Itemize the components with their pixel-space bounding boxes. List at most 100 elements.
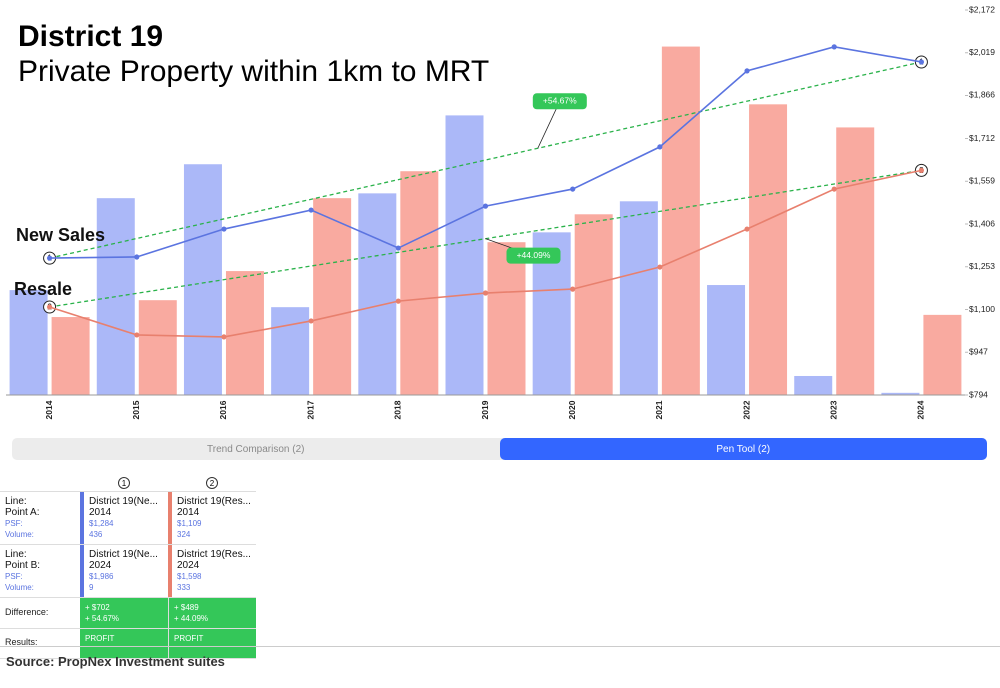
bar xyxy=(881,392,920,395)
y2-tick-label: $1,712 xyxy=(969,133,995,143)
bar xyxy=(749,104,788,395)
text: District 19(Res... xyxy=(177,496,251,507)
text: 9 xyxy=(89,583,94,592)
point xyxy=(46,304,53,310)
chart: District 19 Private Property within 1km … xyxy=(6,4,995,419)
bar xyxy=(574,214,613,395)
cell: District 19(Ne... 2024 $1,986 9 xyxy=(80,545,168,597)
bar xyxy=(707,285,746,395)
series-label: New Sales xyxy=(16,225,105,245)
x-tick-label: 2024 xyxy=(916,400,926,419)
bar xyxy=(400,171,439,395)
text: $1,986 xyxy=(89,572,114,581)
point xyxy=(918,167,925,173)
x-tick-label: 2018 xyxy=(393,400,403,419)
label: Volume: xyxy=(5,583,34,592)
point xyxy=(831,186,837,192)
label: Point B: xyxy=(5,560,41,571)
bar xyxy=(794,375,833,395)
text: + 54.67% xyxy=(85,614,120,623)
cell: PROFIT xyxy=(168,629,256,658)
chart-subtitle: Private Property within 1km to MRT xyxy=(18,55,489,88)
y2-tick-label: $1,100 xyxy=(969,304,995,314)
row-label: Difference: xyxy=(0,598,80,628)
y2-tick-label: $1,559 xyxy=(969,176,995,186)
text: 333 xyxy=(177,583,191,592)
text: District 19(Ne... xyxy=(89,549,158,560)
point xyxy=(744,68,750,74)
change-label: +44.09% xyxy=(517,250,551,260)
point xyxy=(570,186,576,192)
row-label: Line: Point B: PSF: Volume: xyxy=(0,545,80,597)
row-label: Line: Point A: PSF: Volume: xyxy=(0,492,80,544)
x-tick-label: 2014 xyxy=(44,400,54,419)
text: 436 xyxy=(89,530,103,539)
cell: District 19(Res... 2014 $1,109 324 xyxy=(168,492,256,544)
label: Line: xyxy=(5,496,27,507)
y2-tick-label: $2,019 xyxy=(969,47,995,57)
bar xyxy=(9,290,48,395)
text: 2024 xyxy=(89,560,112,571)
cell: + $489 + 44.09% xyxy=(168,598,256,628)
y2-tick-label: $947 xyxy=(969,347,988,357)
point xyxy=(657,264,663,270)
text: + $489 xyxy=(174,603,199,612)
bar xyxy=(836,127,875,396)
x-tick-label: 2020 xyxy=(567,400,577,419)
point xyxy=(395,298,401,304)
source: Source: PropNex Investment suites xyxy=(0,646,1000,676)
point xyxy=(308,318,314,324)
point xyxy=(831,44,837,50)
tab[interactable]: Pen Tool (2) xyxy=(499,438,987,460)
bar xyxy=(183,164,222,395)
point xyxy=(918,59,925,65)
x-tick-label: 2019 xyxy=(480,400,490,419)
point xyxy=(46,255,53,261)
marker: 2 xyxy=(206,477,218,489)
x-tick-label: 2017 xyxy=(305,400,315,419)
text: 324 xyxy=(177,530,191,539)
change-badge xyxy=(532,93,587,110)
point xyxy=(221,226,227,232)
bar xyxy=(445,115,484,396)
label: PSF: xyxy=(5,572,23,581)
table-row: Difference: + $702 + 54.67% + $489 + 44.… xyxy=(0,598,256,629)
bar xyxy=(51,317,90,395)
point xyxy=(482,290,489,296)
bar xyxy=(271,307,310,395)
label: PSF: xyxy=(5,519,23,528)
point xyxy=(221,334,227,340)
bar xyxy=(138,300,177,395)
table-header: 1 2 xyxy=(0,477,256,491)
point xyxy=(395,245,401,251)
table-row: Line: Point A: PSF: Volume: District 19(… xyxy=(0,491,256,545)
bar xyxy=(358,193,397,395)
point xyxy=(308,207,314,213)
y2-tick-label: $1,253 xyxy=(969,261,995,271)
x-tick-label: 2016 xyxy=(218,400,228,419)
tab-bar: Trend Comparison (2) Pen Tool (2) xyxy=(12,438,987,460)
line xyxy=(49,169,922,338)
point xyxy=(134,254,140,260)
text: + 44.09% xyxy=(174,614,209,623)
x-tick-label: 2015 xyxy=(131,400,141,419)
tab[interactable]: Trend Comparison (2) xyxy=(207,443,305,455)
bar xyxy=(619,201,658,395)
chart-title: District 19 xyxy=(18,20,163,53)
label: Point A: xyxy=(5,507,40,518)
text: District 19(Res... xyxy=(177,549,251,560)
cell: District 19(Res... 2024 $1,598 333 xyxy=(168,545,256,597)
label: Volume: xyxy=(5,530,34,539)
table-row: Line: Point B: PSF: Volume: District 19(… xyxy=(0,545,256,598)
y2-tick-label: $1,406 xyxy=(969,218,995,228)
text: 2024 xyxy=(177,560,200,571)
y2-tick-label: $2,172 xyxy=(969,4,995,14)
x-tick-label: 2021 xyxy=(654,400,664,419)
text: $1,284 xyxy=(89,519,114,528)
row-label: Results: xyxy=(0,629,80,658)
pen-table: 1 2 Line: Point A: PSF: Volume: District… xyxy=(0,477,256,659)
series-label: Resale xyxy=(14,279,72,299)
trend-line xyxy=(49,61,922,259)
cell: PROFIT xyxy=(85,634,115,643)
